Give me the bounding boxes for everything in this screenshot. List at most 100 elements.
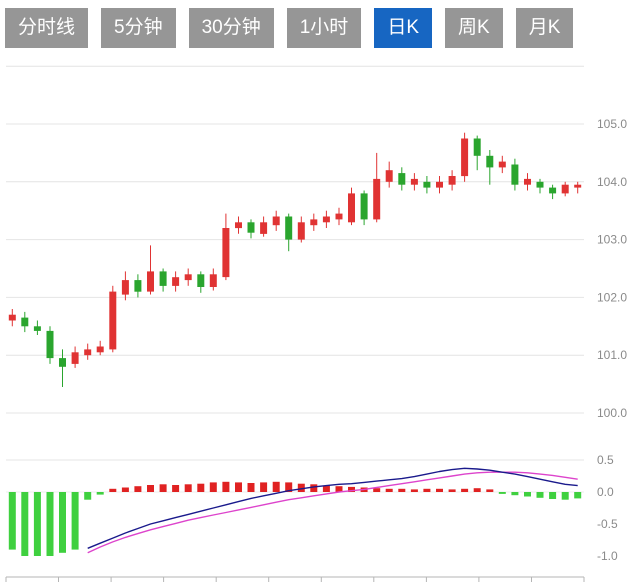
candle-body — [247, 222, 255, 233]
macd-bar — [561, 492, 569, 500]
macd-bar — [96, 492, 104, 495]
macd-tick-label: -1.0 — [597, 549, 618, 563]
candle-body — [524, 178, 531, 185]
candle-body — [549, 187, 557, 194]
candle-body — [322, 216, 330, 223]
candle-body — [21, 317, 29, 327]
candle-body — [84, 349, 92, 356]
macd-bar — [335, 486, 343, 492]
macd-bar — [109, 488, 117, 492]
macd-bar — [147, 485, 154, 492]
candle-body — [511, 164, 519, 185]
macd-bar — [536, 492, 544, 498]
candle-body — [235, 222, 242, 229]
candle-body — [335, 213, 343, 220]
candle-body — [134, 280, 142, 292]
macd-bar — [46, 492, 54, 556]
macd-bar — [524, 492, 531, 497]
macd-tick-label: -0.5 — [597, 517, 618, 531]
macd-bar — [410, 489, 418, 492]
macd-bar — [448, 489, 456, 492]
price-axis-labels: 105.0 104.0 103.0 102.0 101.0 100.0 — [597, 117, 627, 420]
macd-bar — [574, 492, 582, 499]
candle-body — [197, 274, 205, 287]
macd-bar — [121, 487, 129, 492]
candle-body — [448, 176, 456, 185]
macd-bar — [486, 489, 494, 492]
candle-body — [461, 138, 469, 177]
macd-bar — [549, 492, 557, 499]
macd-bar — [461, 488, 469, 492]
macd-bar — [8, 492, 16, 550]
macd-bar — [222, 481, 230, 492]
macd-bar — [209, 482, 217, 492]
candle-body — [121, 280, 129, 295]
candle-body — [272, 216, 280, 226]
tab-monthly-k[interactable]: 月K — [515, 8, 574, 48]
candle-body — [310, 219, 318, 226]
candle-body — [159, 271, 167, 286]
macd-bar — [423, 488, 431, 492]
macd-bar — [159, 484, 167, 492]
macd-bar — [59, 492, 66, 553]
macd-bar — [385, 488, 393, 492]
tab-5min[interactable]: 5分钟 — [101, 8, 176, 48]
candle-body — [109, 291, 117, 350]
dif-line — [87, 467, 578, 549]
candle-body — [436, 181, 443, 188]
macd-bar — [197, 483, 205, 492]
price-tick-label: 105.0 — [597, 117, 627, 131]
candle-body — [574, 184, 582, 188]
candle-body — [297, 222, 305, 240]
candle-body — [46, 330, 54, 359]
candle-body — [285, 216, 293, 240]
macd-bar — [297, 483, 305, 492]
candle-body — [360, 193, 368, 220]
candlestick-chart[interactable]: 105.0 104.0 103.0 102.0 101.0 100.0 0.5 0.0 -0.5… — [0, 55, 633, 586]
candle-body — [498, 161, 506, 168]
macd-bar — [247, 483, 255, 492]
candle-body — [423, 181, 431, 188]
macd-bar — [272, 481, 280, 492]
candle-body — [373, 178, 381, 220]
macd-bar — [21, 492, 29, 556]
gridlines — [6, 65, 584, 493]
candle-body — [222, 228, 230, 278]
candle-body — [71, 352, 79, 364]
macd-bar — [436, 488, 443, 492]
interval-tab-bar: 分时线 5分钟 30分钟 1小时 日K 周K 月K — [0, 0, 633, 48]
macd-histogram — [8, 481, 582, 556]
price-tick-label: 100.0 — [597, 406, 627, 420]
candle-body — [536, 181, 544, 188]
tab-time-line[interactable]: 分时线 — [5, 8, 89, 48]
chart-area: 105.0 104.0 103.0 102.0 101.0 100.0 0.5 0.0 -0.5… — [0, 55, 633, 586]
macd-bar — [310, 484, 318, 492]
macd-bar — [398, 488, 406, 492]
candle-body — [410, 178, 418, 185]
macd-bar — [285, 482, 293, 492]
tab-weekly-k[interactable]: 周K — [445, 8, 503, 48]
macd-bar — [498, 492, 506, 494]
tab-30min[interactable]: 30分钟 — [188, 8, 274, 48]
candle-body — [473, 138, 481, 156]
candle-body — [260, 222, 268, 234]
candles — [8, 132, 582, 387]
tab-daily-k[interactable]: 日K — [374, 8, 432, 48]
macd-bar — [260, 482, 268, 492]
macd-bar — [322, 485, 330, 492]
macd-tick-label: 0.0 — [597, 485, 614, 499]
dea-line — [87, 471, 578, 554]
macd-bar — [172, 485, 180, 492]
x-axis — [5, 576, 585, 582]
macd-bar — [511, 492, 519, 496]
candle-body — [486, 155, 494, 168]
macd-bar — [184, 484, 192, 492]
macd-bar — [71, 492, 79, 550]
macd-tick-label: 0.5 — [597, 453, 614, 467]
candle-body — [59, 358, 66, 367]
price-tick-label: 102.0 — [597, 290, 627, 304]
tab-1hour[interactable]: 1小时 — [286, 8, 362, 48]
macd-bar — [235, 482, 242, 492]
macd-bar — [373, 488, 381, 492]
